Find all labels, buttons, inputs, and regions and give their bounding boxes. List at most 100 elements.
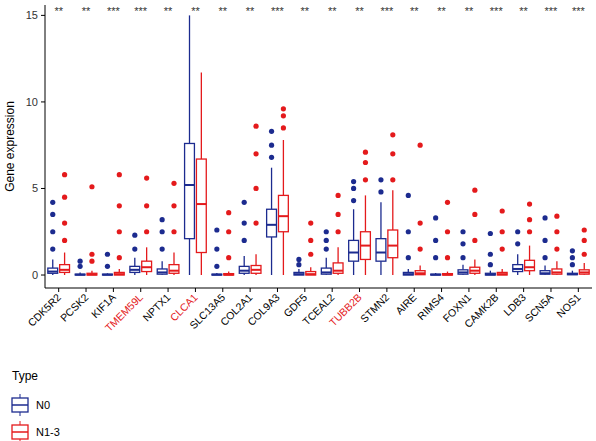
outlier	[500, 229, 505, 234]
outlier	[50, 246, 55, 251]
median	[540, 272, 550, 274]
box-group	[60, 172, 70, 275]
x-tick-label: SCN5A	[522, 291, 555, 324]
whisker-lower	[365, 259, 366, 275]
x-tick	[304, 288, 305, 292]
outlier	[570, 248, 575, 253]
significance-label: **	[218, 5, 227, 17]
box-group	[415, 143, 425, 275]
significance-label: ***	[490, 5, 504, 17]
outlier	[171, 181, 176, 186]
y-tick	[41, 15, 45, 16]
box-group	[212, 227, 222, 275]
box-group	[239, 200, 249, 275]
x-tick-label: SLC13A5	[187, 291, 227, 331]
median	[552, 271, 562, 273]
whisker-upper	[244, 256, 245, 266]
outlier	[527, 229, 532, 234]
whisker-upper	[134, 258, 135, 267]
median	[376, 252, 386, 254]
box-group	[470, 188, 480, 275]
median	[513, 268, 523, 270]
outlier	[500, 246, 505, 251]
box-group	[224, 210, 234, 275]
box-group	[349, 179, 359, 275]
outlier	[363, 160, 368, 165]
box-group	[169, 181, 179, 275]
x-tick	[578, 288, 579, 292]
significance-label: **	[301, 5, 310, 17]
box-group	[333, 193, 343, 275]
box	[567, 273, 577, 274]
whisker-upper	[556, 261, 557, 269]
outlier	[527, 217, 532, 222]
x-tick	[195, 288, 196, 292]
whisker-upper	[271, 168, 272, 210]
outlier	[62, 220, 67, 225]
box	[267, 209, 277, 237]
outlier	[472, 212, 477, 217]
outlier	[171, 203, 176, 208]
median	[443, 274, 453, 276]
outlier	[62, 172, 67, 177]
whisker-upper	[283, 140, 284, 195]
whisker-upper	[365, 195, 366, 231]
x-tick-label: TMEM59L	[102, 291, 145, 334]
box-group	[552, 214, 562, 275]
median	[470, 270, 480, 272]
outlier	[406, 255, 411, 260]
median	[525, 266, 535, 268]
significance-label: **	[164, 5, 173, 17]
outlier	[335, 229, 340, 234]
box-group	[321, 229, 331, 275]
box-group	[267, 129, 277, 275]
outlier	[351, 179, 356, 184]
x-tick	[386, 288, 387, 292]
outlier	[253, 220, 258, 225]
median	[497, 273, 507, 275]
median	[75, 274, 85, 276]
box	[196, 159, 206, 252]
outlier	[62, 195, 67, 200]
box-group	[497, 208, 507, 275]
box	[212, 274, 222, 276]
box	[185, 143, 195, 238]
box	[415, 271, 425, 275]
box	[60, 265, 70, 273]
box	[376, 239, 386, 262]
significance-label: **	[465, 5, 474, 17]
outlier	[296, 257, 301, 262]
median	[579, 271, 589, 273]
outlier	[324, 229, 329, 234]
x-tick	[168, 288, 169, 292]
box	[388, 230, 398, 258]
median	[415, 272, 425, 274]
whisker-upper	[353, 209, 354, 240]
outlier	[226, 210, 231, 215]
x-tick	[250, 288, 251, 292]
whisker-lower	[392, 258, 393, 275]
median	[267, 224, 277, 226]
outlier	[89, 252, 94, 257]
x-tick	[140, 288, 141, 292]
significance-label: **	[410, 5, 419, 17]
outlier	[89, 184, 94, 189]
median	[458, 271, 468, 273]
outlier	[460, 241, 465, 246]
whisker-upper	[474, 259, 475, 267]
box	[239, 266, 249, 273]
box	[443, 274, 453, 275]
whisker-upper	[326, 258, 327, 268]
outlier	[542, 255, 547, 260]
box-group	[579, 227, 589, 275]
outlier	[418, 220, 423, 225]
median	[60, 269, 70, 271]
box-group	[157, 217, 167, 275]
x-tick	[113, 288, 114, 292]
whisker-upper	[517, 254, 518, 264]
significance-label: ***	[134, 5, 148, 17]
significance-label: **	[328, 5, 337, 17]
median	[306, 273, 316, 275]
x-tick	[550, 288, 551, 292]
box-group	[513, 229, 523, 275]
